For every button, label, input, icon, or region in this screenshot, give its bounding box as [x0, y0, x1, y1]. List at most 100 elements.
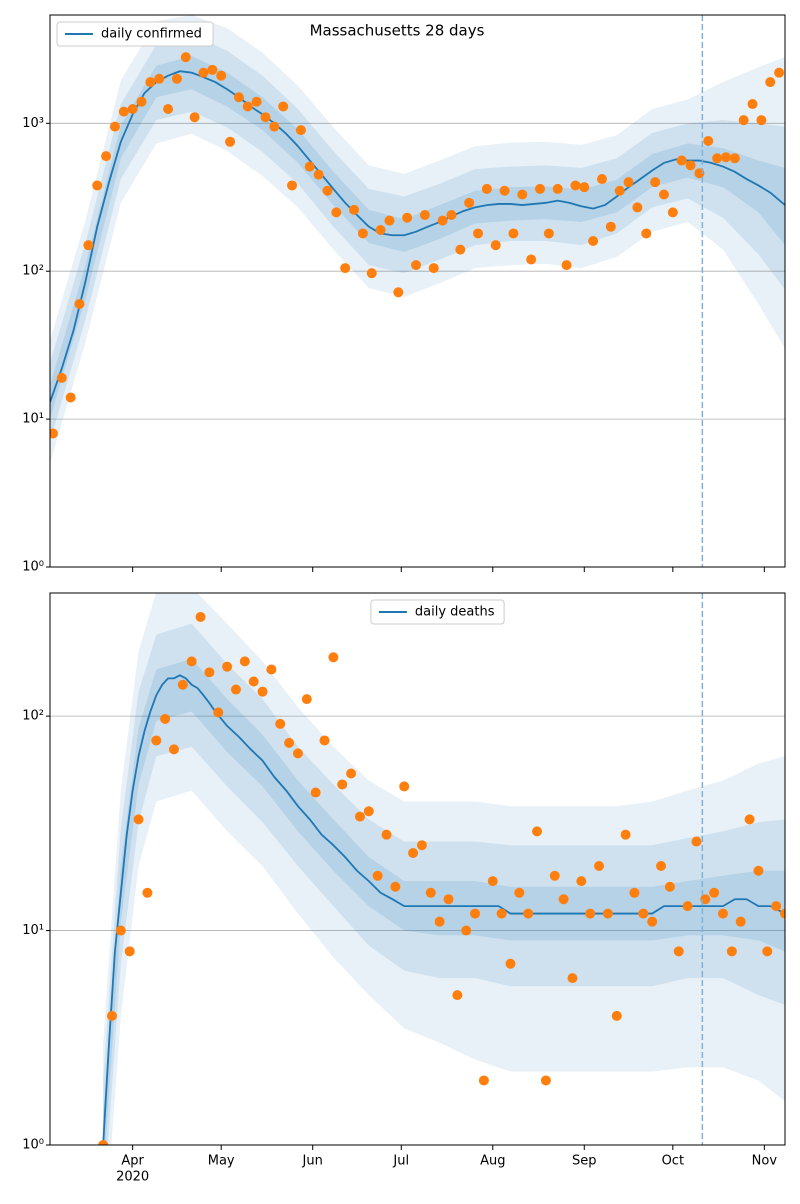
data-point: [730, 153, 740, 163]
data-point: [411, 260, 421, 270]
data-point: [579, 182, 589, 192]
x-year-label: 2020: [116, 1170, 149, 1185]
data-point: [615, 186, 625, 196]
data-point: [438, 216, 448, 226]
data-point: [638, 909, 648, 919]
data-point: [703, 136, 713, 146]
data-point: [709, 888, 719, 898]
data-point: [553, 184, 563, 194]
data-point: [314, 170, 324, 180]
data-point: [160, 714, 170, 724]
data-point: [337, 779, 347, 789]
data-point: [382, 830, 392, 840]
x-tick-label: Oct: [662, 1154, 684, 1169]
data-point: [172, 74, 182, 84]
data-point: [240, 656, 250, 666]
data-point: [712, 153, 722, 163]
data-point: [624, 177, 634, 187]
data-point: [349, 205, 359, 215]
data-point: [517, 190, 527, 200]
data-point: [402, 213, 412, 223]
data-point: [659, 190, 669, 200]
data-point: [190, 112, 200, 122]
data-point: [154, 74, 164, 84]
data-point: [455, 245, 465, 255]
data-point: [390, 882, 400, 892]
data-point: [302, 694, 312, 704]
data-point: [134, 814, 144, 824]
data-point: [225, 137, 235, 147]
x-tick-label: Sep: [572, 1154, 597, 1169]
data-point: [736, 917, 746, 927]
data-point: [718, 909, 728, 919]
data-point: [296, 125, 306, 135]
data-point: [748, 99, 758, 109]
data-point: [435, 917, 445, 927]
data-point: [756, 115, 766, 125]
data-point: [508, 228, 518, 238]
data-point: [305, 162, 315, 172]
data-point: [588, 236, 598, 246]
data-point: [204, 667, 214, 677]
data-point: [473, 228, 483, 238]
data-point: [137, 97, 147, 107]
data-point: [376, 225, 386, 235]
data-point: [320, 735, 330, 745]
data-point: [597, 174, 607, 184]
data-point: [420, 210, 430, 220]
data-point: [408, 848, 418, 858]
x-tick-label: Apr: [121, 1154, 144, 1169]
data-point: [322, 186, 332, 196]
data-point: [367, 268, 377, 278]
data-point: [66, 392, 76, 402]
data-point: [207, 65, 217, 75]
data-point: [443, 894, 453, 904]
data-point: [328, 652, 338, 662]
data-point: [181, 52, 191, 62]
data-point: [101, 151, 111, 161]
data-point: [544, 228, 554, 238]
data-point: [355, 812, 365, 822]
data-point: [721, 152, 731, 162]
data-point: [482, 184, 492, 194]
data-point: [142, 888, 152, 898]
data-point: [169, 744, 179, 754]
data-point: [178, 680, 188, 690]
data-point: [311, 788, 321, 798]
data-point: [446, 210, 456, 220]
data-point: [629, 888, 639, 898]
data-point: [399, 781, 409, 791]
data-point: [222, 662, 232, 672]
x-tick-label: Nov: [752, 1154, 778, 1169]
data-point: [745, 814, 755, 824]
data-point: [119, 107, 129, 117]
data-point: [532, 826, 542, 836]
legend-label: daily deaths: [415, 605, 495, 620]
data-point: [187, 656, 197, 666]
data-point: [275, 719, 285, 729]
plot-area: [48, 15, 785, 567]
data-point: [452, 990, 462, 1000]
data-point: [198, 68, 208, 78]
y-tick-label: 10⁰: [22, 560, 44, 575]
data-point: [252, 97, 262, 107]
data-point: [145, 77, 155, 87]
data-point: [753, 866, 763, 876]
data-point: [594, 861, 604, 871]
data-point: [479, 1075, 489, 1085]
x-tick-label: Jul: [392, 1154, 409, 1169]
data-point: [92, 180, 102, 190]
data-point: [429, 263, 439, 273]
data-point: [346, 768, 356, 778]
data-point: [656, 861, 666, 871]
data-point: [116, 926, 126, 936]
data-point: [650, 177, 660, 187]
x-tick-label: Jun: [302, 1154, 323, 1169]
y-tick-label: 10²: [22, 264, 44, 279]
data-point: [231, 685, 241, 695]
data-point: [570, 180, 580, 190]
data-point: [665, 882, 675, 892]
y-tick-label: 10¹: [22, 412, 44, 427]
data-point: [562, 260, 572, 270]
data-point: [576, 876, 586, 886]
